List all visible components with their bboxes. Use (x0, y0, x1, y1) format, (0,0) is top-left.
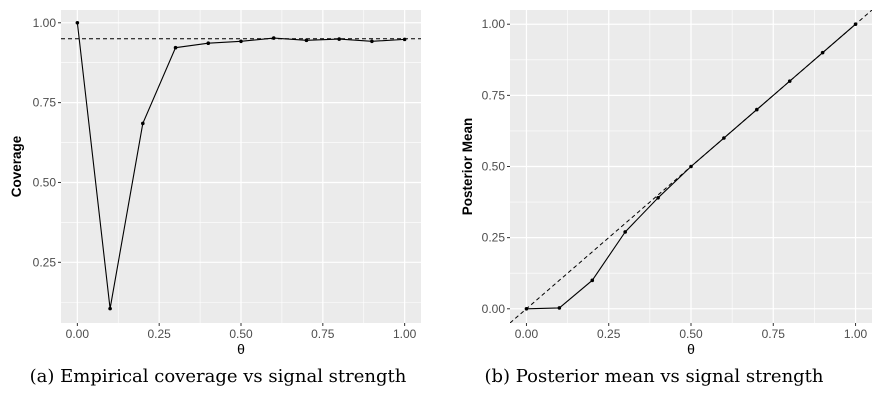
x-axis-label: θ (237, 341, 245, 357)
y-tick-label: 1.00 (482, 17, 506, 31)
x-tick-label: 1.00 (393, 327, 417, 341)
x-axis-label: θ (687, 341, 695, 357)
x-tick-label: 0.00 (66, 327, 90, 341)
data-point (206, 41, 211, 46)
data-point (656, 196, 660, 200)
data-point (108, 306, 112, 311)
y-tick-label: 0.25 (482, 231, 506, 245)
y-tick-label: 0.50 (482, 160, 506, 174)
y-tick-label: 1.00 (33, 16, 57, 30)
data-point (755, 107, 759, 112)
data-point (304, 38, 309, 43)
x-tick-label: 0.50 (679, 327, 703, 341)
data-point (590, 278, 595, 283)
data-point (722, 136, 726, 140)
x-tick-label: 0.25 (597, 327, 621, 341)
x-tick-label: 1.00 (844, 327, 868, 341)
x-tick-label: 0.75 (762, 327, 786, 341)
y-tick-label: 0.50 (33, 175, 57, 189)
y-tick-label: 0.00 (482, 302, 506, 316)
x-tick-label: 0.00 (515, 327, 539, 341)
y-tick-label: 0.25 (33, 255, 57, 269)
data-point (141, 121, 145, 126)
data-point (820, 50, 825, 55)
y-axis-label: Posterior Mean (460, 118, 475, 216)
data-point (524, 306, 529, 311)
chart-panel-b: 0.00 0.25 0.50 0.75 1.00 0.00 0.25 0.50 0.75 1.00… (460, 10, 872, 357)
data-point (75, 20, 80, 25)
data-point (239, 39, 243, 44)
figure-canvas: 0.00 0.25 0.50 0.75 1.00 0.25 0.50 0.75 1.00 θ Cov… (9, 10, 872, 357)
y-tick-label: 0.75 (482, 88, 506, 102)
data-point (623, 230, 627, 234)
data-point (173, 45, 178, 50)
data-point (271, 36, 276, 40)
data-point (853, 22, 858, 27)
caption-a: (a) Empirical coverage vs signal strengt… (29, 366, 407, 387)
data-point (337, 37, 341, 41)
caption-b: (b) Posterior mean vs signal strength (484, 366, 824, 387)
data-point (787, 79, 792, 83)
y-axis-label: Coverage (9, 135, 24, 197)
data-point (370, 39, 374, 44)
y-tick-label: 0.75 (33, 96, 57, 110)
data-point (402, 37, 407, 42)
x-tick-label: 0.50 (229, 327, 253, 341)
x-tick-label: 0.75 (311, 327, 335, 341)
data-point (689, 164, 693, 169)
x-tick-label: 0.25 (148, 327, 172, 341)
chart-panel-a: 0.00 0.25 0.50 0.75 1.00 0.25 0.50 0.75 1.00 θ Cov… (9, 10, 421, 357)
data-point (557, 306, 562, 310)
